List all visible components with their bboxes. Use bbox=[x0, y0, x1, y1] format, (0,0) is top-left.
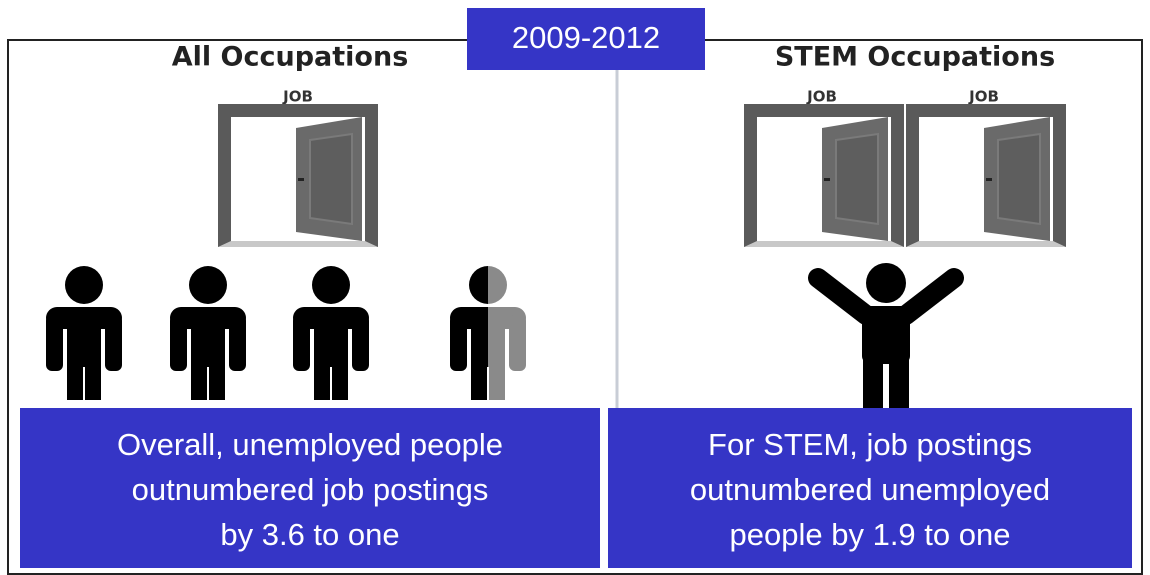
door-label: JOB bbox=[806, 88, 837, 106]
title: 2009-2012 bbox=[512, 20, 660, 55]
partial-person-icon bbox=[450, 266, 526, 400]
cheering-person-icon bbox=[818, 263, 954, 408]
door-icon bbox=[218, 104, 378, 247]
infographic: All Occupations STEM Occupations 2009-20… bbox=[0, 0, 1150, 575]
caption-line: For STEM, job postings bbox=[708, 427, 1032, 462]
people-icons bbox=[46, 266, 526, 400]
caption-line: by 3.6 to one bbox=[220, 517, 399, 552]
door-label: JOB bbox=[282, 88, 313, 106]
door-icon bbox=[906, 104, 1066, 247]
door-label: JOB bbox=[968, 88, 999, 106]
caption-line: outnumbered job postings bbox=[132, 472, 489, 507]
person-icon bbox=[46, 266, 122, 400]
door-icon bbox=[744, 104, 904, 247]
caption-line: Overall, unemployed people bbox=[117, 427, 503, 462]
caption-line: outnumbered unemployed bbox=[690, 472, 1050, 507]
panel-heading: STEM Occupations bbox=[775, 42, 1055, 73]
panel-heading: All Occupations bbox=[172, 42, 409, 73]
caption-line: people by 1.9 to one bbox=[730, 517, 1011, 552]
person-icon bbox=[293, 266, 369, 400]
person-icon bbox=[170, 266, 246, 400]
